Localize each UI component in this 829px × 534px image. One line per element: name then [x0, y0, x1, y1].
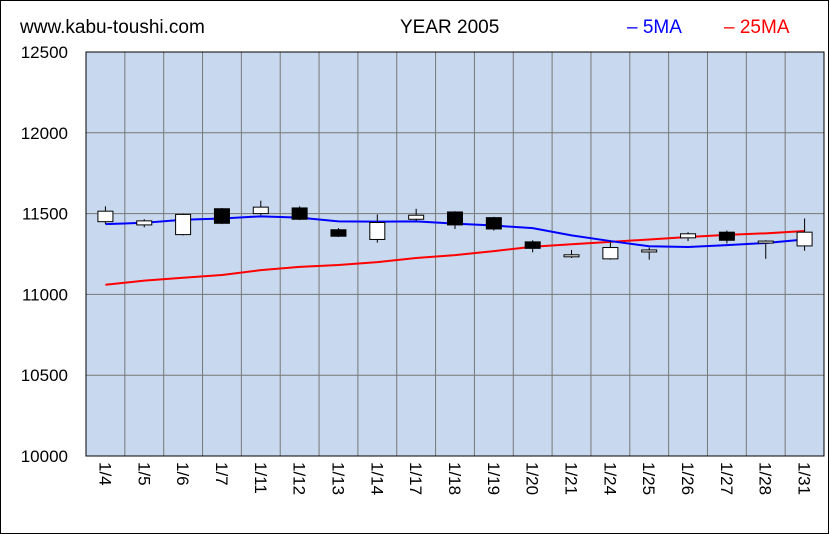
- legend-25ma: – 25MA: [724, 16, 790, 40]
- x-tick-label: 1/21: [562, 462, 581, 495]
- y-tick-label: 12500: [21, 43, 68, 62]
- legend-25ma-swatch: –: [724, 17, 740, 38]
- candle-body: [447, 211, 463, 226]
- legend-5ma: – 5MA: [627, 16, 682, 40]
- x-tick-label: 1/31: [795, 462, 814, 495]
- plot-area: [86, 52, 824, 456]
- chart-title: YEAR 2005: [400, 17, 500, 38]
- candle-body: [602, 247, 619, 260]
- candle: [447, 211, 463, 229]
- candle-body: [136, 220, 153, 226]
- candle: [252, 200, 269, 216]
- candle-body: [213, 208, 230, 224]
- candle-body: [680, 233, 697, 239]
- x-tick-label: 1/19: [484, 462, 503, 495]
- y-tick-label: 11500: [22, 205, 68, 224]
- y-axis: 10000 10500 11000 11500 12000 12500: [21, 43, 68, 466]
- y-tick-label: 10500: [21, 366, 68, 385]
- candle-body: [291, 207, 308, 220]
- x-tick-label: 1/17: [406, 462, 425, 495]
- x-tick-label: 1/24: [600, 462, 619, 495]
- candle: [563, 249, 580, 259]
- y-tick-label: 12000: [21, 124, 68, 143]
- candle: [796, 218, 813, 251]
- site-name: www.kabu-toushi.com: [20, 17, 205, 38]
- candle: [330, 228, 347, 238]
- candle: [408, 208, 425, 221]
- x-tick-label: 1/18: [445, 462, 464, 495]
- candle: [291, 206, 308, 221]
- x-tick-label: 1/27: [717, 462, 736, 495]
- x-tick-label: 1/20: [523, 462, 542, 495]
- candle: [136, 219, 153, 228]
- candle-body: [252, 206, 269, 215]
- candle: [485, 216, 502, 231]
- candle: [718, 230, 735, 244]
- candle-body: [796, 231, 813, 247]
- candle-body: [563, 254, 580, 258]
- candle-body: [175, 213, 192, 236]
- legend-5ma-swatch: –: [627, 17, 643, 38]
- candle-body: [718, 231, 735, 241]
- candle: [602, 241, 619, 260]
- candle-body: [369, 221, 386, 240]
- x-tick-label: 1/5: [134, 462, 153, 486]
- candle: [524, 240, 541, 253]
- plot-border: [85, 51, 825, 457]
- x-tick-label: 1/11: [251, 462, 270, 494]
- candle-body: [757, 240, 774, 244]
- candles: [97, 200, 813, 260]
- candle-body: [485, 217, 502, 230]
- candle: [369, 214, 386, 243]
- candle: [680, 232, 697, 242]
- candle-body: [330, 229, 347, 237]
- candle: [97, 206, 114, 225]
- candle-body: [408, 214, 425, 220]
- candle: [213, 207, 230, 225]
- x-tick-label: 1/26: [678, 462, 697, 495]
- candle-body: [97, 210, 114, 223]
- x-tick-label: 1/25: [639, 462, 658, 495]
- y-tick-label: 11000: [22, 285, 68, 304]
- x-tick-label: 1/4: [95, 462, 114, 486]
- x-tick-label: 1/28: [756, 462, 775, 495]
- candle-body: [641, 249, 658, 253]
- candle-body: [524, 241, 541, 249]
- x-tick-label: 1/13: [328, 462, 347, 495]
- x-axis: 1/4 1/5 1/6 1/7 1/11 1/12 1/13 1/14 1/17 1/18 1/19…: [95, 462, 813, 495]
- x-tick-label: 1/12: [290, 462, 309, 495]
- x-tick-label: 1/7: [212, 462, 231, 486]
- candle: [757, 240, 774, 259]
- x-tick-label: 1/6: [173, 462, 192, 486]
- x-tick-label: 1/14: [367, 462, 386, 495]
- legend-5ma-label: 5MA: [642, 17, 682, 38]
- candle: [175, 213, 192, 236]
- candle: [641, 247, 658, 260]
- y-tick-label: 10000: [21, 447, 68, 466]
- legend-25ma-label: 25MA: [739, 17, 790, 38]
